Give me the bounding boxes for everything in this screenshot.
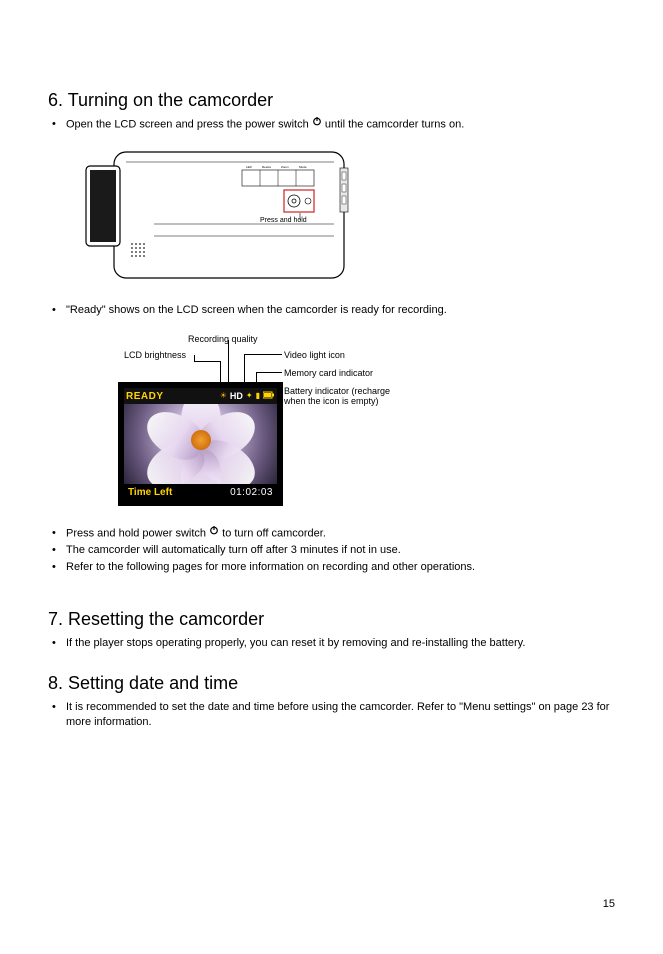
bullet-text: Press and hold power switch xyxy=(66,527,209,539)
timecode: 01:02:03 xyxy=(230,487,273,498)
lcd-screen: READY ☀ HD ✦ ▮ Time Left xyxy=(118,382,283,506)
section-7-heading: 7. Resetting the camcorder xyxy=(48,609,615,630)
light-icon: ✦ xyxy=(246,392,253,400)
brightness-icon: ☀ xyxy=(220,392,227,400)
time-left-label: Time Left xyxy=(128,487,172,498)
bullet-auto-off: The camcorder will automatically turn of… xyxy=(66,543,615,558)
svg-text:Press and hold: Press and hold xyxy=(260,217,307,224)
section-6-bullets-b: "Ready" shows on the LCD screen when the… xyxy=(48,303,615,318)
section-8-heading: 8. Setting date and time xyxy=(48,673,615,694)
ready-indicator: READY xyxy=(126,391,164,402)
bullet-text: until the camcorder turns on. xyxy=(325,118,464,130)
bullet-text: to turn off camcorder. xyxy=(222,527,326,539)
lcd-status-bar: READY ☀ HD ✦ ▮ xyxy=(124,388,277,404)
section-6-heading: 6. Turning on the camcorder xyxy=(48,90,615,111)
bullet-refer: Refer to the following pages for more in… xyxy=(66,560,615,575)
section-6-bullets-c: Press and hold power switch to turn off … xyxy=(48,526,615,575)
hd-icon: HD xyxy=(230,391,243,401)
bullet-reset: If the player stops operating properly, … xyxy=(66,636,615,651)
section-7-bullets: If the player stops operating properly, … xyxy=(48,636,615,651)
page-number: 15 xyxy=(603,898,615,910)
section-8-bullets: It is recommended to set the date and ti… xyxy=(48,700,615,730)
svg-text:LED: LED xyxy=(246,165,253,169)
bullet-press-hold-off: Press and hold power switch to turn off … xyxy=(66,526,615,541)
camcorder-diagram: LED Resize Zoom Mode Press and hold xyxy=(84,144,615,289)
callout-video-light: Video light icon xyxy=(284,350,345,360)
sd-card-icon: ▮ xyxy=(256,392,260,400)
battery-icon xyxy=(263,391,275,401)
bullet-open-lcd: Open the LCD screen and press the power … xyxy=(66,117,615,132)
callout-battery: Battery indicator (recharge when the ico… xyxy=(284,386,414,407)
bullet-text: Open the LCD screen and press the power … xyxy=(66,118,312,130)
bullet-ready: "Ready" shows on the LCD screen when the… xyxy=(66,303,615,318)
svg-text:Mode: Mode xyxy=(299,165,307,169)
svg-text:Zoom: Zoom xyxy=(281,165,289,169)
lcd-bottom-bar: Time Left 01:02:03 xyxy=(124,484,277,500)
callout-memory-card: Memory card indicator xyxy=(284,368,373,378)
callout-recording-quality: Recording quality xyxy=(188,334,258,344)
lcd-callout-diagram: LCD brightness Recording quality Video l… xyxy=(84,330,484,512)
lcd-preview-image xyxy=(124,404,277,484)
callout-lcd-brightness: LCD brightness xyxy=(124,350,186,360)
power-icon xyxy=(312,116,322,131)
svg-text:Resize: Resize xyxy=(262,165,272,169)
power-icon xyxy=(209,525,219,540)
bullet-datetime: It is recommended to set the date and ti… xyxy=(66,700,615,730)
section-6-bullets-a: Open the LCD screen and press the power … xyxy=(48,117,615,132)
